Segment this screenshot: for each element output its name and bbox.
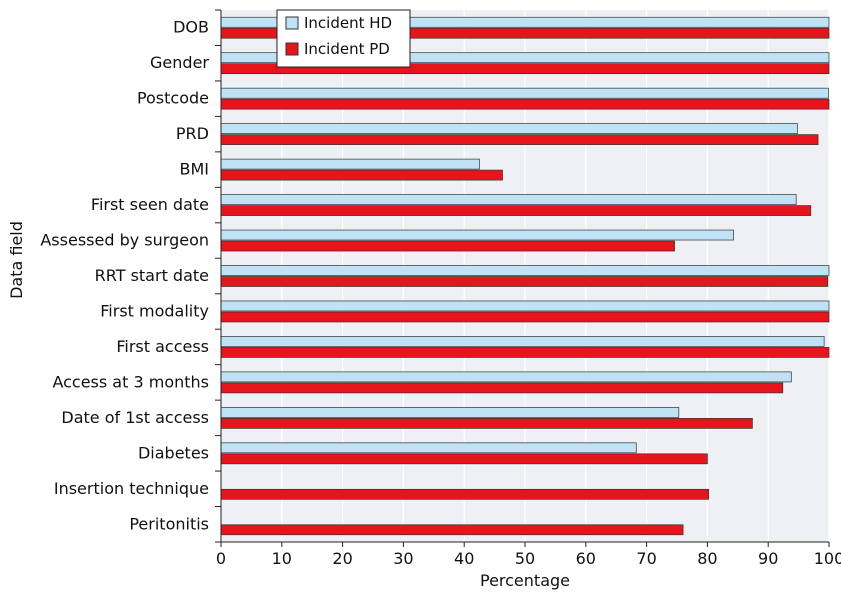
x-tick-label: 30 bbox=[393, 549, 413, 568]
bar-pd bbox=[220, 453, 708, 465]
bar-hd bbox=[220, 442, 637, 454]
bars bbox=[220, 16, 830, 536]
grid-lines bbox=[281, 10, 830, 542]
x-tick-label: 20 bbox=[332, 549, 352, 568]
category-label: Gender bbox=[150, 53, 209, 72]
bar-pd bbox=[220, 240, 675, 252]
bar-hd bbox=[220, 194, 797, 205]
bar-hd bbox=[220, 87, 829, 99]
x-tick-label: 70 bbox=[636, 549, 656, 568]
category-label: Access at 3 months bbox=[52, 372, 209, 391]
bar-pd bbox=[220, 382, 784, 394]
bar-hd bbox=[220, 300, 830, 312]
axes bbox=[215, 9, 830, 547]
bar-pd bbox=[220, 418, 753, 429]
category-label: Date of 1st access bbox=[61, 408, 209, 427]
bar-pd bbox=[220, 169, 503, 181]
bar-pd bbox=[220, 276, 829, 287]
bar-hd bbox=[220, 336, 825, 347]
bar-hd bbox=[220, 407, 680, 418]
bar-pd bbox=[220, 205, 812, 216]
x-tick-label: 90 bbox=[758, 549, 778, 568]
category-label: BMI bbox=[180, 160, 210, 179]
category-label: Postcode bbox=[137, 89, 209, 108]
category-labels: DOB Gender Postcode PRD BMI First seen date As… bbox=[40, 18, 209, 534]
category-label: First access bbox=[116, 337, 209, 356]
category-label: Assessed by surgeon bbox=[40, 231, 209, 250]
category-label: DOB bbox=[173, 18, 209, 37]
x-tick-label: 0 bbox=[216, 549, 226, 568]
bar-pd bbox=[220, 98, 830, 110]
legend-swatch-hd bbox=[285, 16, 299, 30]
category-label: PRD bbox=[176, 124, 209, 143]
category-label: Diabetes bbox=[138, 443, 209, 462]
bar-pd bbox=[220, 488, 709, 500]
x-tick-label: 80 bbox=[697, 549, 717, 568]
legend-box bbox=[276, 9, 411, 68]
x-tick-label: 10 bbox=[272, 549, 292, 568]
y-axis-title: Data field bbox=[7, 221, 26, 299]
category-label: First modality bbox=[100, 301, 209, 320]
bar-pd bbox=[220, 347, 830, 358]
bar-hd bbox=[220, 229, 734, 241]
category-label: First seen date bbox=[91, 195, 209, 214]
category-label: Insertion technique bbox=[54, 479, 209, 498]
bar-pd bbox=[220, 311, 830, 323]
category-label: RRT start date bbox=[95, 266, 209, 285]
bar-pd bbox=[220, 134, 819, 145]
bar-pd bbox=[220, 524, 684, 536]
bar-hd bbox=[220, 123, 798, 134]
x-tick-label: 40 bbox=[454, 549, 474, 568]
legend-label-pd: Incident PD bbox=[304, 40, 390, 58]
x-tick-label: 60 bbox=[576, 549, 596, 568]
bar-hd bbox=[220, 158, 480, 170]
category-label: Peritonitis bbox=[129, 514, 209, 533]
x-tick-labels: 0 10 20 30 40 50 60 70 80 90 100 bbox=[216, 549, 841, 568]
legend-swatch-pd bbox=[285, 42, 299, 56]
bar-hd bbox=[220, 371, 792, 383]
x-tick-label: 50 bbox=[515, 549, 535, 568]
x-axis-title: Percentage bbox=[480, 571, 570, 590]
legend: Incident HD Incident PD bbox=[276, 9, 411, 68]
bar-hd bbox=[220, 265, 830, 276]
x-tick-label: 100 bbox=[814, 549, 841, 568]
legend-label-hd: Incident HD bbox=[304, 14, 392, 32]
